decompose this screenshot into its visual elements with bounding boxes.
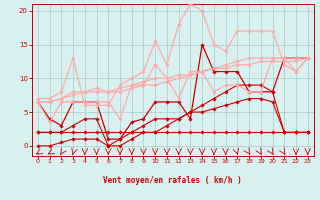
X-axis label: Vent moyen/en rafales ( km/h ): Vent moyen/en rafales ( km/h ) <box>103 176 242 185</box>
